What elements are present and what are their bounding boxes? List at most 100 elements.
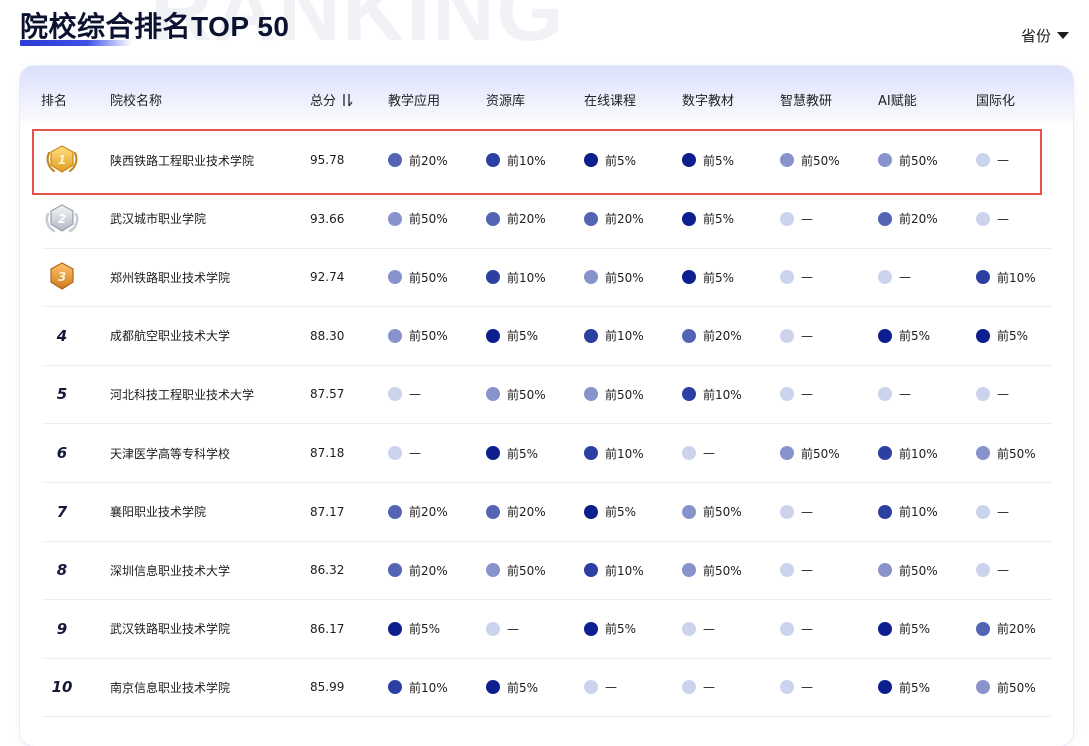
- online-level-cell: 前50%: [584, 248, 644, 306]
- school-name[interactable]: 武汉城市职业学院: [110, 212, 207, 227]
- ai-level-cell: —: [878, 365, 911, 423]
- column-header-ai: AI赋能: [878, 94, 917, 109]
- online-level-cell: 前5%: [584, 483, 636, 541]
- total-score: 87.17: [310, 504, 345, 519]
- teaching-level-cell: —: [388, 424, 421, 482]
- svg-text:1: 1: [58, 153, 66, 167]
- level-dot-icon: [682, 563, 696, 578]
- ai-level-cell: 前5%: [878, 600, 930, 658]
- table-row[interactable]: 9 武汉铁路职业技术学院 86.17 前5% — 前5% — — 前5% 前20%: [42, 600, 1052, 659]
- intl-level-label: 前10%: [997, 270, 1036, 285]
- level-dot-icon: [780, 270, 794, 285]
- table-row[interactable]: 5 河北科技工程职业技术大学 87.57 — 前50% 前50% 前10% — — —: [42, 365, 1052, 425]
- level-dot-icon: [388, 446, 402, 460]
- resources-level-label: 前50%: [507, 563, 546, 578]
- resources-level-label: 前20%: [507, 505, 546, 520]
- level-dot-icon: [878, 270, 892, 285]
- textbooks-level-cell: —: [682, 424, 715, 482]
- rank-number: 5: [56, 385, 68, 404]
- rank-number: 9: [56, 619, 68, 638]
- research-level-label: —: [801, 270, 813, 285]
- level-dot-icon: [584, 328, 598, 343]
- resources-level-cell: 前5%: [486, 424, 538, 482]
- ai-level-cell: 前5%: [878, 307, 930, 365]
- ai-level-label: 前20%: [899, 212, 938, 227]
- province-filter-label: 省份: [1020, 27, 1051, 45]
- table-row[interactable]: 6 天津医学高等专科学校 87.18 — 前5% 前10% — 前50% 前10% 前50%: [42, 424, 1052, 483]
- level-dot-icon: [976, 387, 990, 402]
- intl-level-label: 前5%: [997, 329, 1029, 344]
- ai-level-label: —: [899, 270, 911, 285]
- school-name[interactable]: 南京信息职业技术学院: [110, 680, 231, 695]
- level-dot-icon: [486, 446, 500, 460]
- textbooks-level-cell: 前50%: [682, 483, 742, 541]
- level-dot-icon: [486, 328, 500, 343]
- school-name[interactable]: 深圳信息职业技术大学: [110, 563, 231, 578]
- research-level-label: —: [801, 563, 813, 578]
- level-dot-icon: [486, 387, 500, 402]
- intl-level-cell: 前50%: [976, 658, 1036, 716]
- school-name[interactable]: 天津医学高等专科学校: [110, 446, 231, 461]
- teaching-level-label: 前10%: [409, 680, 448, 695]
- teaching-level-cell: 前5%: [388, 600, 440, 658]
- level-dot-icon: [486, 621, 500, 636]
- level-dot-icon: [486, 504, 500, 519]
- level-dot-icon: [682, 446, 696, 460]
- rank-cell: 8: [42, 541, 82, 599]
- rank-cell: 3: [42, 248, 82, 306]
- research-level-cell: —: [780, 541, 813, 599]
- teaching-level-label: 前20%: [409, 505, 448, 520]
- intl-level-cell: 前50%: [976, 424, 1036, 482]
- textbooks-level-label: 前5%: [703, 153, 735, 168]
- table-row[interactable]: 1 陕西铁路工程职业技术学院 95.78 前20% 前10% 前5% 前5% 前50% 前50%…: [42, 131, 1052, 189]
- total-score: 86.32: [310, 563, 345, 578]
- level-dot-icon: [388, 563, 402, 578]
- level-dot-icon: [584, 387, 598, 402]
- level-dot-icon: [388, 270, 402, 285]
- online-level-cell: 前10%: [584, 424, 644, 482]
- research-level-label: 前50%: [801, 153, 840, 168]
- column-header-rank: 排名: [41, 94, 68, 109]
- online-level-label: —: [605, 680, 617, 695]
- school-name[interactable]: 襄阳职业技术学院: [110, 505, 207, 520]
- level-dot-icon: [486, 680, 500, 695]
- table-row[interactable]: 8 深圳信息职业技术大学 86.32 前20% 前50% 前10% 前50% — 前50% —: [42, 541, 1052, 601]
- school-name[interactable]: 武汉铁路职业技术学院: [110, 622, 231, 637]
- research-level-label: —: [801, 387, 813, 402]
- sort-descending-icon[interactable]: [341, 93, 353, 107]
- table-row[interactable]: 4 成都航空职业技术大学 88.30 前50% 前5% 前10% 前20% — 前5% 前5%: [42, 307, 1052, 366]
- level-dot-icon: [388, 504, 402, 519]
- intl-level-label: 前50%: [997, 446, 1036, 461]
- table-row[interactable]: 3 郑州铁路职业技术学院 92.74 前50% 前10% 前50% 前5% — — 前10%: [42, 248, 1052, 308]
- textbooks-level-label: 前5%: [703, 270, 735, 285]
- school-name[interactable]: 成都航空职业技术大学: [110, 329, 231, 344]
- level-dot-icon: [682, 328, 696, 343]
- textbooks-level-cell: 前20%: [682, 307, 742, 365]
- research-level-cell: 前50%: [780, 424, 840, 482]
- rank-number: 6: [56, 444, 68, 462]
- rank-cell: 4: [42, 307, 82, 365]
- total-score: 92.74: [310, 270, 345, 285]
- online-level-label: 前5%: [605, 153, 637, 168]
- school-name[interactable]: 河北科技工程职业技术大学: [110, 387, 255, 402]
- table-row[interactable]: 2 武汉城市职业学院 93.66 前50% 前20% 前20% 前5% — 前20% —: [42, 190, 1052, 249]
- table-row[interactable]: 10 南京信息职业技术学院 85.99 前10% 前5% — — — 前5% 前50%: [42, 658, 1052, 718]
- resources-level-cell: —: [486, 600, 519, 658]
- research-level-cell: —: [780, 248, 813, 306]
- research-level-label: —: [801, 211, 813, 226]
- province-filter-dropdown[interactable]: 省份: [1021, 25, 1069, 46]
- online-level-label: 前10%: [605, 446, 644, 461]
- intl-level-cell: —: [976, 541, 1009, 599]
- school-name[interactable]: 郑州铁路职业技术学院: [110, 270, 231, 285]
- column-header-score[interactable]: 总分: [310, 90, 353, 109]
- school-name[interactable]: 陕西铁路工程职业技术学院: [110, 153, 255, 168]
- intl-level-cell: 前10%: [976, 248, 1036, 306]
- total-score: 87.57: [310, 387, 345, 402]
- rank-cell: 10: [42, 658, 82, 716]
- ai-level-label: 前50%: [899, 153, 938, 168]
- online-level-cell: 前20%: [584, 190, 644, 248]
- rank-number: 10: [51, 678, 73, 697]
- level-dot-icon: [584, 680, 598, 695]
- ai-level-label: 前50%: [899, 563, 938, 578]
- table-row[interactable]: 7 襄阳职业技术学院 87.17 前20% 前20% 前5% 前50% — 前10% —: [42, 483, 1052, 542]
